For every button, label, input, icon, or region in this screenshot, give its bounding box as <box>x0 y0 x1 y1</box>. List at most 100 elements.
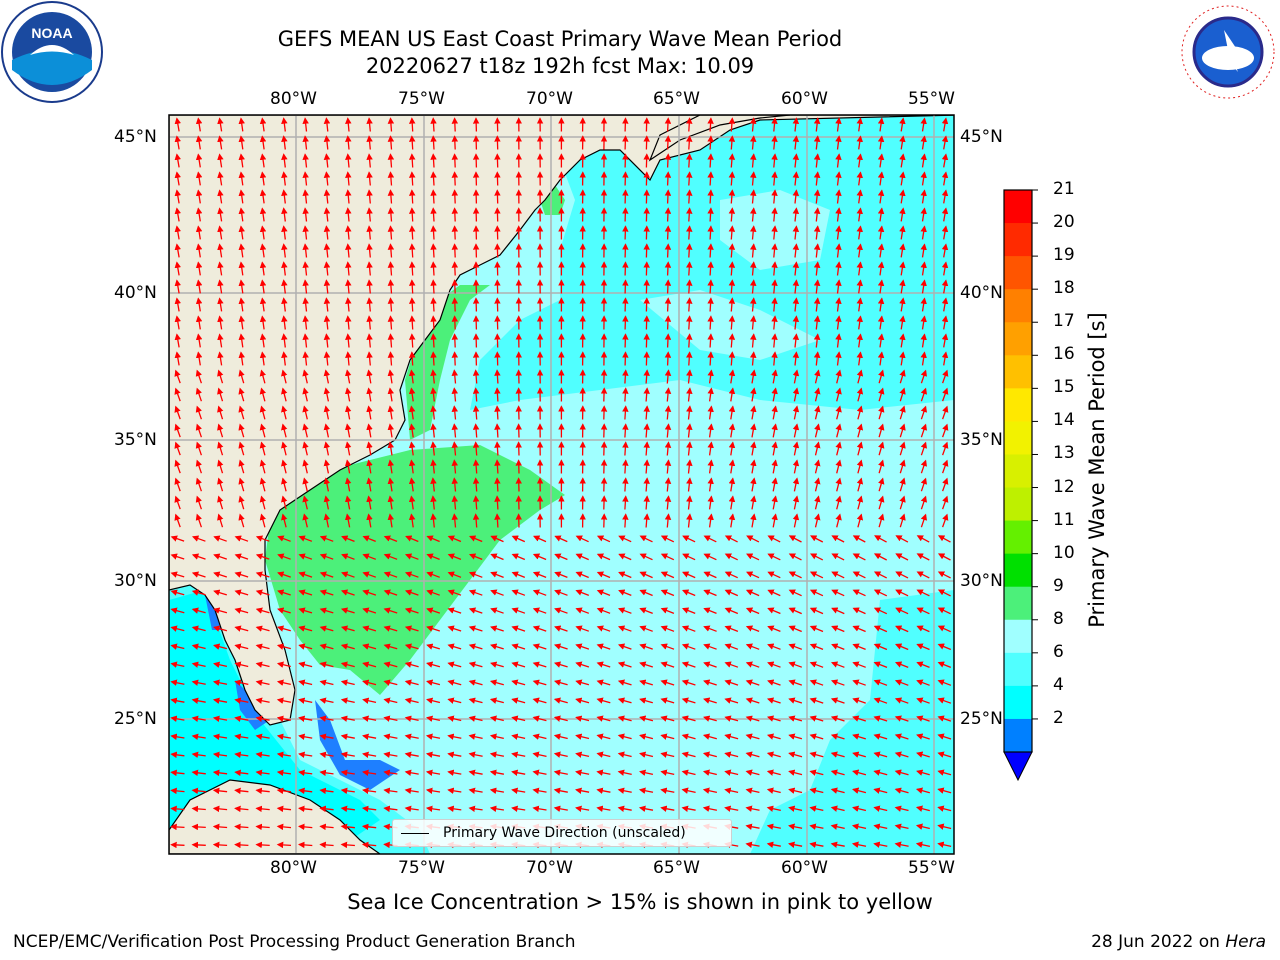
wave-arrow <box>387 441 395 456</box>
wave-arrow <box>238 369 245 384</box>
wave-arrow <box>238 135 245 150</box>
wave-arrow <box>750 513 757 528</box>
wave-arrow <box>404 661 419 668</box>
wave-arrow <box>255 571 270 578</box>
wave-arrow <box>767 607 781 615</box>
wave-arrow <box>596 571 611 579</box>
wave-arrow <box>430 405 437 420</box>
wave-arrow <box>174 243 181 258</box>
wave-arrow <box>835 351 842 366</box>
wave-arrow <box>234 553 249 560</box>
wave-arrow <box>895 571 909 579</box>
wave-arrow <box>344 459 352 474</box>
wave-arrow <box>195 477 203 492</box>
wave-arrow <box>195 243 203 258</box>
wave-arrow <box>575 607 590 614</box>
wave-arrow <box>596 535 611 543</box>
wave-arrow <box>238 225 245 240</box>
wave-arrow <box>281 261 288 276</box>
wave-arrow <box>323 153 331 168</box>
wave-arrow <box>899 153 906 168</box>
wave-arrow <box>174 225 181 240</box>
wave-arrow <box>345 279 352 294</box>
wave-arrow <box>255 553 270 560</box>
wave-arrow <box>451 441 459 456</box>
wave-arrow <box>686 153 693 168</box>
wave-arrow <box>920 153 927 168</box>
colorbar-segment <box>1004 256 1032 290</box>
wave-arrow <box>873 607 888 615</box>
footer-host: Hera <box>1225 932 1266 952</box>
colorbar-tick-label: 19 <box>1053 245 1075 266</box>
wave-arrow <box>771 117 778 132</box>
wave-arrow <box>873 553 887 561</box>
wave-arrow <box>447 589 462 596</box>
wave-arrow <box>404 607 419 614</box>
wave-arrow <box>771 207 778 222</box>
wave-arrow <box>302 423 309 438</box>
wave-arrow <box>941 369 949 384</box>
wave-arrow <box>281 135 288 150</box>
wave-arrow <box>345 189 352 204</box>
wave-arrow <box>191 607 206 614</box>
wave-arrow <box>238 513 245 528</box>
wave-arrow <box>596 589 611 597</box>
wave-arrow <box>941 423 949 438</box>
wave-arrow <box>707 261 714 276</box>
wave-arrow <box>814 387 821 402</box>
wave-arrow <box>749 153 757 168</box>
wave-arrow <box>174 513 181 528</box>
wave-arrow <box>813 243 821 258</box>
wave-arrow <box>771 189 778 204</box>
wave-arrow <box>916 589 930 597</box>
wave-arrow <box>387 423 395 438</box>
wave-arrow <box>660 625 675 632</box>
wave-arrow <box>366 423 373 438</box>
wave-arrow <box>430 369 437 384</box>
wave-arrow <box>281 513 288 528</box>
wave-arrow <box>771 477 778 492</box>
wave-arrow <box>494 459 501 474</box>
wave-arrow <box>302 333 309 348</box>
wave-arrow <box>856 315 863 330</box>
wave-arrow <box>856 207 863 222</box>
wave-arrow <box>472 459 480 474</box>
lat-label-left-40n: 40°N <box>114 283 157 303</box>
wave-arrow <box>344 495 352 510</box>
colorbar-tick-label: 15 <box>1053 377 1075 398</box>
wave-arrow <box>366 261 373 276</box>
wave-arrow <box>681 625 696 632</box>
wave-arrow <box>813 207 821 222</box>
wave-arrow <box>430 459 437 474</box>
wave-arrow <box>430 387 437 402</box>
wave-arrow <box>213 571 227 578</box>
wave-arrow <box>643 423 650 438</box>
wave-arrow <box>728 441 736 456</box>
wave-arrow <box>259 279 267 294</box>
wave-arrow <box>835 261 842 276</box>
wave-arrow <box>217 351 224 366</box>
wave-arrow <box>899 189 906 204</box>
wave-arrow <box>451 513 459 528</box>
wave-arrow <box>814 477 821 492</box>
wave-arrow <box>281 333 288 348</box>
wave-arrow <box>238 297 245 312</box>
wave-arrow <box>813 171 821 186</box>
wave-arrow <box>813 333 821 348</box>
wave-arrow <box>878 459 885 474</box>
wave-arrow <box>895 535 909 543</box>
wave-arrow <box>255 625 270 632</box>
wave-arrow <box>532 589 547 596</box>
wave-arrow <box>195 387 203 402</box>
wave-arrow <box>366 279 373 294</box>
wave-arrow <box>686 297 693 312</box>
wave-arrow <box>323 171 331 186</box>
wave-arrow <box>852 553 866 561</box>
wave-arrow <box>813 225 821 240</box>
wave-arrow <box>238 243 245 258</box>
wave-arrow <box>728 315 736 330</box>
wave-arrow <box>686 387 693 402</box>
wave-arrow <box>323 261 331 276</box>
wave-arrow <box>746 553 760 561</box>
